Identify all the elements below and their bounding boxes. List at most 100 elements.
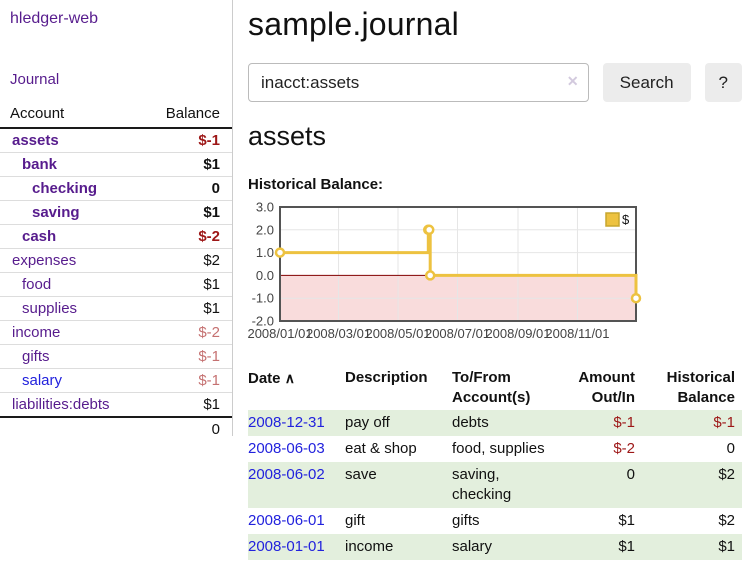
search-button[interactable]: Search xyxy=(602,63,691,102)
account-balance: $-1 xyxy=(198,348,220,365)
sidebar-account-saving[interactable]: saving xyxy=(32,204,80,221)
account-balance: 0 xyxy=(211,180,220,197)
register-cell-description: pay off xyxy=(345,414,390,431)
register-cell-amount: $-2 xyxy=(613,440,635,457)
sidebar-account-salary[interactable]: salary xyxy=(22,372,63,389)
app-brand: hledger-web xyxy=(0,0,232,28)
search-input[interactable] xyxy=(248,63,589,102)
accounts-panel: Account Balance assets $-1 bank $1 checking 0… xyxy=(0,105,232,438)
sidebar-account-bank[interactable]: bank xyxy=(22,156,58,173)
transaction-date-link[interactable]: 2008-01-01 xyxy=(248,538,325,555)
register-header-row: Date ∧ Description To/From Account(s) Am… xyxy=(248,366,742,410)
register-cell-amount: 0 xyxy=(626,466,635,483)
accounts-table-header: Account Balance xyxy=(0,105,232,129)
account-balance: $-1 xyxy=(198,372,220,389)
account-row: salary $-1 xyxy=(0,368,232,392)
help-button[interactable]: ? xyxy=(704,63,742,102)
svg-text:2.0: 2.0 xyxy=(256,222,274,237)
register-cell-balance: $2 xyxy=(718,466,735,483)
nav-journal-link[interactable]: Journal xyxy=(10,71,60,88)
register-cell-date: 2008-01-01 xyxy=(248,534,345,560)
sidebar-account-checking[interactable]: checking xyxy=(32,180,98,197)
chart-svg: 3.0 2.0 1.0 0.0 -1.0 -2.02008/01/012008/03/01… xyxy=(247,200,642,341)
account-balance: $1 xyxy=(203,156,220,173)
register-cell-amount: $-1 xyxy=(613,414,635,431)
svg-text:0.0: 0.0 xyxy=(256,268,274,283)
register-cell-description: gift xyxy=(345,512,366,529)
register-cell-accounts: saving, checking xyxy=(452,466,512,503)
account-row: supplies $1 xyxy=(0,296,232,320)
register-header-description: Description xyxy=(345,369,428,386)
section-title: assets xyxy=(248,121,327,151)
search-field-wrap: ✕ xyxy=(248,63,589,102)
account-balance: $2 xyxy=(203,252,220,269)
page-title: sample.journal xyxy=(248,6,459,42)
nav-journal: Journal xyxy=(0,71,232,88)
account-balance: $1 xyxy=(203,276,220,293)
account-balance: $1 xyxy=(203,300,220,317)
svg-text:2008/11/01: 2008/11/01 xyxy=(545,326,609,341)
register-cell-accounts: salary xyxy=(452,538,493,555)
main-content: sample.journal ✕ Search ? assets Histori… xyxy=(233,0,742,560)
transaction-date-link[interactable]: 2008-06-03 xyxy=(248,440,325,457)
account-row: gifts $-1 xyxy=(0,344,232,368)
account-row: expenses $2 xyxy=(0,248,232,272)
register-cell-description: save xyxy=(345,466,377,483)
register-cell-description: eat & shop xyxy=(345,440,417,457)
register-cell-accounts: gifts xyxy=(452,512,480,529)
register-cell-balance: $1 xyxy=(718,538,735,555)
svg-text:2008/01/01: 2008/01/01 xyxy=(248,326,313,341)
sidebar-account-assets[interactable]: assets xyxy=(12,132,59,149)
register-cell-balance: $2 xyxy=(718,512,735,529)
register-cell-date: 2008-06-01 xyxy=(248,508,345,534)
register-cell-accounts: food, supplies xyxy=(452,440,545,457)
transaction-date-link[interactable]: 2008-12-31 xyxy=(248,414,325,431)
svg-text:2008/07/01: 2008/07/01 xyxy=(425,326,490,341)
register-header-balance: Historical Balance xyxy=(666,369,735,406)
accounts-header-balance: Balance xyxy=(165,105,220,122)
sidebar: hledger-web Journal Account Balance asse… xyxy=(0,0,233,438)
svg-text:1.0: 1.0 xyxy=(256,245,274,260)
register-header-accounts: To/From Account(s) xyxy=(452,369,531,406)
register-table: Date ∧ Description To/From Account(s) Am… xyxy=(248,366,742,560)
account-balance: $-1 xyxy=(198,132,220,149)
register-header-date[interactable]: Date ∧ xyxy=(248,366,345,410)
register-row: 2008-12-31 pay off debts $-1 $-1 xyxy=(248,410,742,436)
register-cell-date: 2008-06-02 xyxy=(248,462,345,508)
account-balance: $1 xyxy=(203,396,220,413)
register-header-date-label: Date xyxy=(248,370,281,387)
svg-text:-2.0: -2.0 xyxy=(252,314,274,329)
sidebar-account-liabilities-debts[interactable]: liabilities:debts xyxy=(12,396,110,413)
sort-ascending-icon: ∧ xyxy=(284,370,295,386)
register-cell-balance: $-1 xyxy=(713,414,735,431)
chart-title: Historical Balance: xyxy=(248,176,384,193)
sidebar-account-income[interactable]: income xyxy=(12,324,61,341)
account-row: income $-2 xyxy=(0,320,232,344)
account-row: checking 0 xyxy=(0,176,232,200)
register-row: 2008-01-01 income salary $1 $1 xyxy=(248,534,742,560)
app-title-link[interactable]: hledger-web xyxy=(10,10,99,27)
account-row: saving $1 xyxy=(0,200,232,224)
sidebar-account-food[interactable]: food xyxy=(22,276,52,293)
sidebar-account-cash[interactable]: cash xyxy=(22,228,57,245)
clear-search-icon[interactable]: ✕ xyxy=(566,73,579,89)
register-cell-balance: 0 xyxy=(726,440,735,457)
register-cell-amount: $1 xyxy=(618,512,635,529)
svg-text:2008/05/01: 2008/05/01 xyxy=(365,326,430,341)
register-row: 2008-06-02 save saving, checking 0 $2 xyxy=(248,462,742,508)
accounts-list: assets $-1 bank $1 checking 0 saving $1 cash $-2 e… xyxy=(0,129,232,416)
transaction-date-link[interactable]: 2008-06-02 xyxy=(248,466,325,483)
legend-swatch xyxy=(605,212,620,227)
historical-balance-chart: 3.0 2.0 1.0 0.0 -1.0 -2.0 2008/01/01 2008/03/01… xyxy=(247,199,742,352)
svg-text:-1.0: -1.0 xyxy=(252,291,274,306)
register-cell-description: income xyxy=(345,538,394,555)
register-row: 2008-06-01 gift gifts $1 $2 xyxy=(248,508,742,534)
account-row: liabilities:debts $1 xyxy=(0,392,232,416)
svg-text:3.0: 3.0 xyxy=(256,200,274,215)
sidebar-account-expenses[interactable]: expenses xyxy=(12,252,77,269)
account-row: assets $-1 xyxy=(0,129,232,152)
transaction-date-link[interactable]: 2008-06-01 xyxy=(248,512,325,529)
sidebar-account-supplies[interactable]: supplies xyxy=(22,300,78,317)
account-row: food $1 xyxy=(0,272,232,296)
sidebar-account-gifts[interactable]: gifts xyxy=(22,348,50,365)
